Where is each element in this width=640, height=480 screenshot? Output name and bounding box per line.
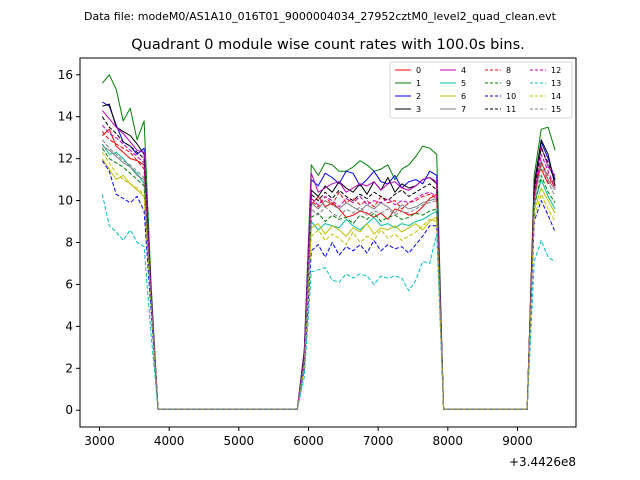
y-tick-label: 2 <box>65 361 73 375</box>
y-tick-label: 4 <box>65 319 73 333</box>
x-offset-label: +3.4426e8 <box>509 455 576 469</box>
legend-label-11: 11 <box>506 105 516 114</box>
y-tick-label: 0 <box>65 403 73 417</box>
legend-label-9: 9 <box>506 79 511 88</box>
legend-label-10: 10 <box>506 92 516 101</box>
y-tick-label: 6 <box>65 277 73 291</box>
legend-label-14: 14 <box>551 92 561 101</box>
legend-label-5: 5 <box>461 79 466 88</box>
legend-label-12: 12 <box>551 66 561 75</box>
legend-label-2: 2 <box>416 92 421 101</box>
y-tick-label: 8 <box>65 236 73 250</box>
x-axis: 3000 4000 5000 6000 7000 8000 9000 <box>84 427 533 448</box>
legend-label-8: 8 <box>506 66 511 75</box>
legend-label-13: 13 <box>551 79 561 88</box>
chart-title: Quadrant 0 module wise count rates with … <box>131 37 525 53</box>
y-tick-label: 14 <box>58 110 73 124</box>
x-tick-label: 7000 <box>363 434 394 448</box>
legend-label-6: 6 <box>461 92 466 101</box>
suptitle: Data file: modeM0/AS1A10_016T01_90000040… <box>84 10 557 23</box>
series-line-15 <box>101 139 556 410</box>
y-tick-label: 16 <box>58 68 73 82</box>
x-tick-label: 3000 <box>84 434 115 448</box>
y-tick-label: 12 <box>58 152 73 166</box>
x-tick-label: 8000 <box>433 434 464 448</box>
x-tick-label: 5000 <box>224 434 255 448</box>
legend-label-0: 0 <box>416 66 421 75</box>
legend-label-4: 4 <box>461 66 466 75</box>
legend-label-15: 15 <box>551 105 561 114</box>
x-tick-label: 9000 <box>502 434 533 448</box>
x-tick-label: 4000 <box>154 434 185 448</box>
legend-label-1: 1 <box>416 79 421 88</box>
legend-label-3: 3 <box>416 105 421 114</box>
y-axis: 0 2 4 6 8 10 12 14 16 <box>58 68 80 417</box>
legend-box <box>389 61 573 119</box>
x-tick-label: 6000 <box>293 434 324 448</box>
y-tick-label: 10 <box>58 194 73 208</box>
series-line-12 <box>101 124 556 410</box>
legend-label-7: 7 <box>461 105 466 114</box>
series-layer <box>101 74 556 410</box>
